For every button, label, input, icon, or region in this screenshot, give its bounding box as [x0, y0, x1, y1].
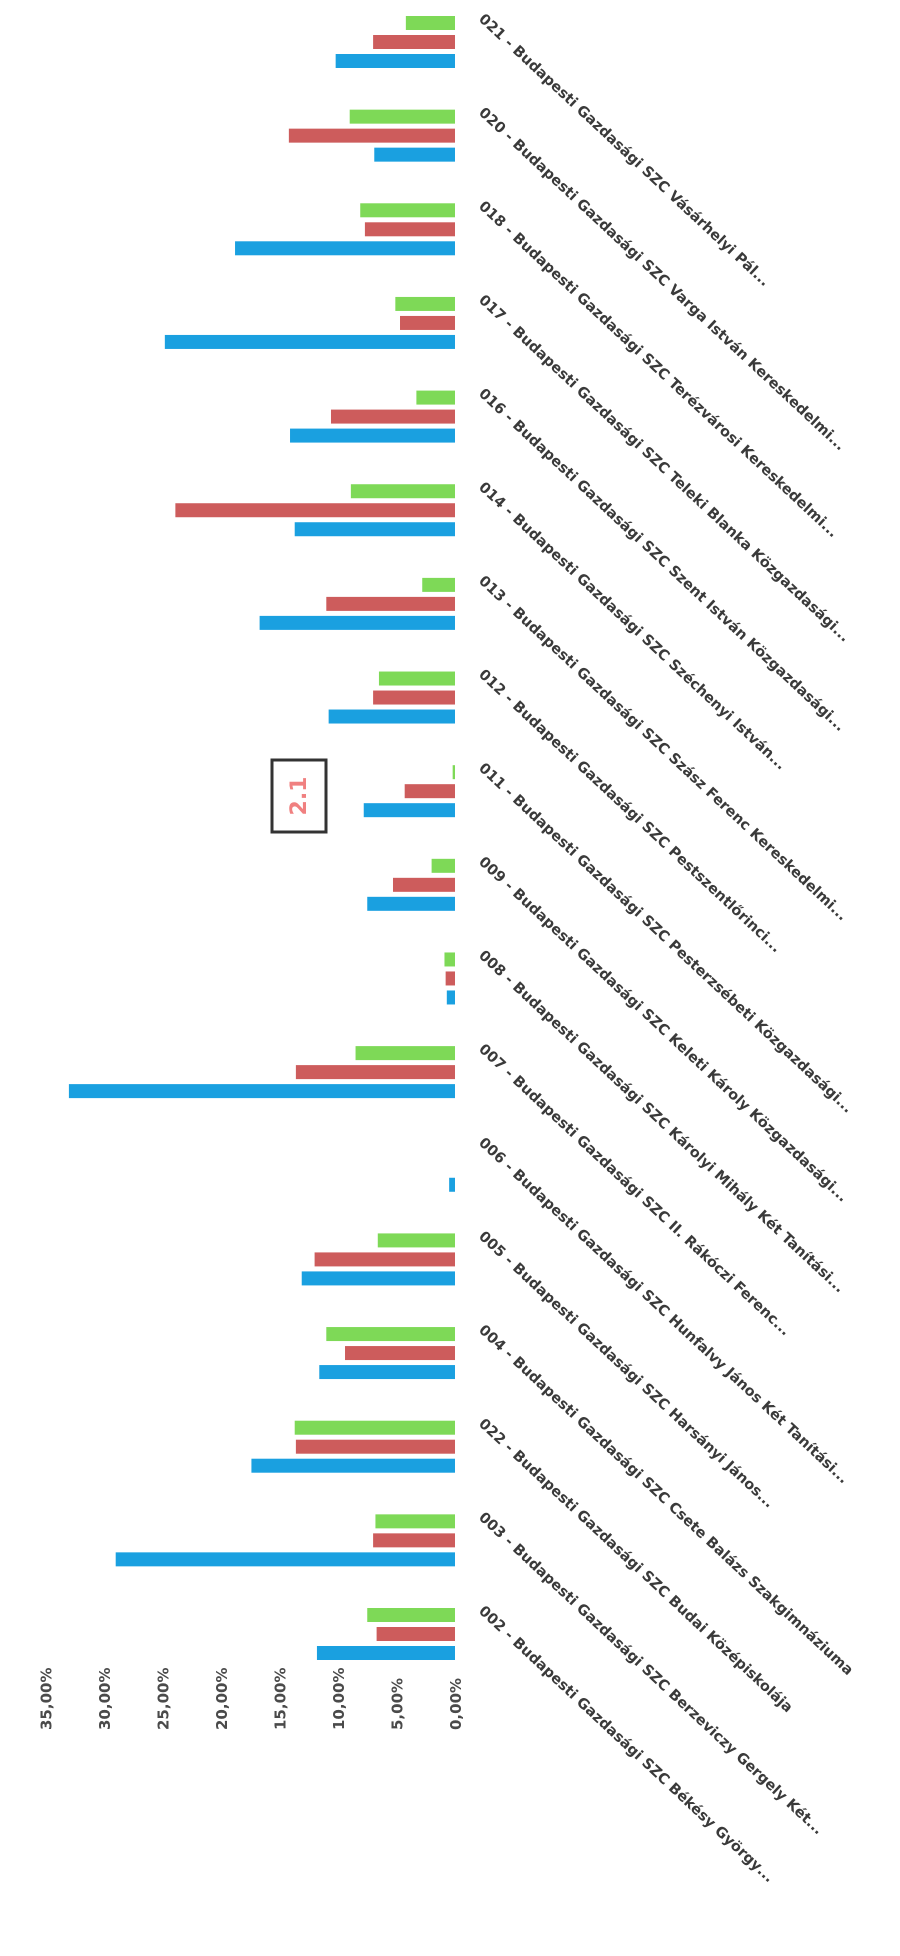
bar-series-2-cat-5 [314, 1252, 455, 1267]
bar-series-2-cat-16 [364, 222, 455, 237]
bar-series-3-cat-13 [350, 484, 455, 499]
tick-label: 25,00% [155, 1668, 173, 1730]
bar-series-3-cat-4 [326, 1327, 455, 1342]
bar-series-2-cat-7 [295, 1065, 455, 1080]
bar-series-2-cat-9 [392, 877, 455, 892]
stamp-label: 2.1 [287, 777, 312, 816]
bar-series-3-cat-1 [367, 1608, 455, 1622]
bar-series-1-cat-13 [294, 522, 455, 537]
category-label: 009 - Budapesti Gazdasági SZC Keleti Kár… [475, 854, 850, 1205]
bar-series-2-cat-12 [326, 596, 455, 611]
value-axis: 0,00% 5,00% 10,00% 15,00% 20,00% 25,00% 30,00%… [38, 1668, 466, 1730]
bar-series-2-cat-11 [373, 690, 455, 705]
bar-series-2-cat-17 [288, 128, 455, 143]
bar-series-1-cat-4 [319, 1365, 455, 1380]
bar-series-3-cat-3 [294, 1420, 455, 1435]
bar-series-3-cat-17 [349, 109, 455, 124]
tick-label: 5,00% [389, 1678, 407, 1730]
bar-series-3-cat-2 [375, 1514, 455, 1529]
bar-series-1-cat-9 [367, 896, 455, 911]
bar-series-3-cat-5 [377, 1233, 455, 1248]
bar-series-1-cat-16 [235, 241, 455, 256]
bar-series-3-cat-7 [355, 1046, 455, 1061]
tick-label: 15,00% [272, 1668, 290, 1730]
bar-series-3-cat-12 [422, 577, 455, 592]
bar-series-3-cat-18 [405, 16, 455, 30]
stamp-box: 2.1 [270, 758, 328, 834]
bar-series-1-cat-1 [316, 1646, 455, 1660]
bar-series-1-cat-5 [301, 1271, 455, 1286]
bar-series-1-cat-2 [115, 1552, 455, 1567]
tick-label: 35,00% [38, 1668, 56, 1730]
bar-series-2-cat-14 [330, 409, 455, 424]
bar-series-3-cat-10 [452, 765, 455, 780]
bar-series-1-cat-17 [374, 147, 455, 162]
category-label: 018 - Budapesti Gazdasági SZC Terézváros… [475, 199, 841, 541]
category-label: 004 - Budapesti Gazdasági SZC Csete Balá… [475, 1322, 856, 1679]
bar-series-2-cat-2 [373, 1533, 455, 1548]
category-label: 011 - Budapesti Gazdasági SZC Pesterzséb… [475, 760, 855, 1116]
category-label: 003 - Budapesti Gazdasági SZC Berzeviczy… [475, 1510, 826, 1839]
tick-label: 0,00% [447, 1678, 465, 1730]
bar-series-2-cat-10 [404, 784, 455, 799]
bar-series-1-cat-18 [335, 54, 455, 68]
bars-group [68, 16, 456, 1660]
bar-series-2-cat-3 [295, 1439, 455, 1454]
bar-series-1-cat-14 [290, 428, 455, 443]
bar-series-1-cat-15 [164, 334, 455, 349]
bar-series-1-cat-6 [449, 1177, 455, 1192]
category-label: 020 - Budapesti Gazdasági SZC Varga Istv… [475, 105, 848, 454]
bar-series-2-cat-1 [376, 1627, 455, 1641]
bar-series-3-cat-8 [444, 952, 455, 967]
bar-series-3-cat-11 [378, 671, 455, 686]
category-label: 016 - Budapesti Gazdasági SZC Szent Istv… [475, 386, 848, 735]
bar-series-1-cat-12 [259, 615, 455, 630]
category-label: 006 - Budapesti Gazdasági SZC Hunfalvy J… [475, 1135, 851, 1487]
tick-label: 20,00% [213, 1668, 231, 1730]
bar-series-3-cat-14 [416, 390, 455, 405]
bar-series-2-cat-18 [373, 35, 455, 49]
bar-series-3-cat-16 [360, 203, 455, 218]
bar-series-2-cat-13 [175, 503, 455, 518]
bar-series-3-cat-9 [431, 858, 455, 873]
tick-label: 30,00% [96, 1668, 114, 1730]
bar-series-1-cat-7 [68, 1084, 456, 1099]
tick-label: 10,00% [330, 1668, 348, 1730]
bar-series-1-cat-10 [363, 803, 455, 818]
bar-series-3-cat-15 [395, 296, 455, 311]
bar-series-2-cat-4 [345, 1346, 455, 1361]
bar-series-2-cat-8 [445, 971, 455, 986]
category-label: 017 - Budapesti Gazdasági SZC Teleki Bla… [475, 292, 852, 645]
category-label: 013 - Budapesti Gazdasági SZC Szász Fere… [475, 573, 850, 924]
bar-series-1-cat-8 [446, 990, 455, 1005]
bar-series-2-cat-15 [400, 315, 455, 330]
category-axis: 002 - Budapesti Gazdasági SZC Békésy Gyö… [475, 11, 856, 1886]
bar-series-1-cat-3 [251, 1458, 455, 1473]
bar-series-1-cat-11 [328, 709, 455, 724]
category-label: 008 - Budapesti Gazdasági SZC Károlyi Mi… [475, 948, 847, 1296]
